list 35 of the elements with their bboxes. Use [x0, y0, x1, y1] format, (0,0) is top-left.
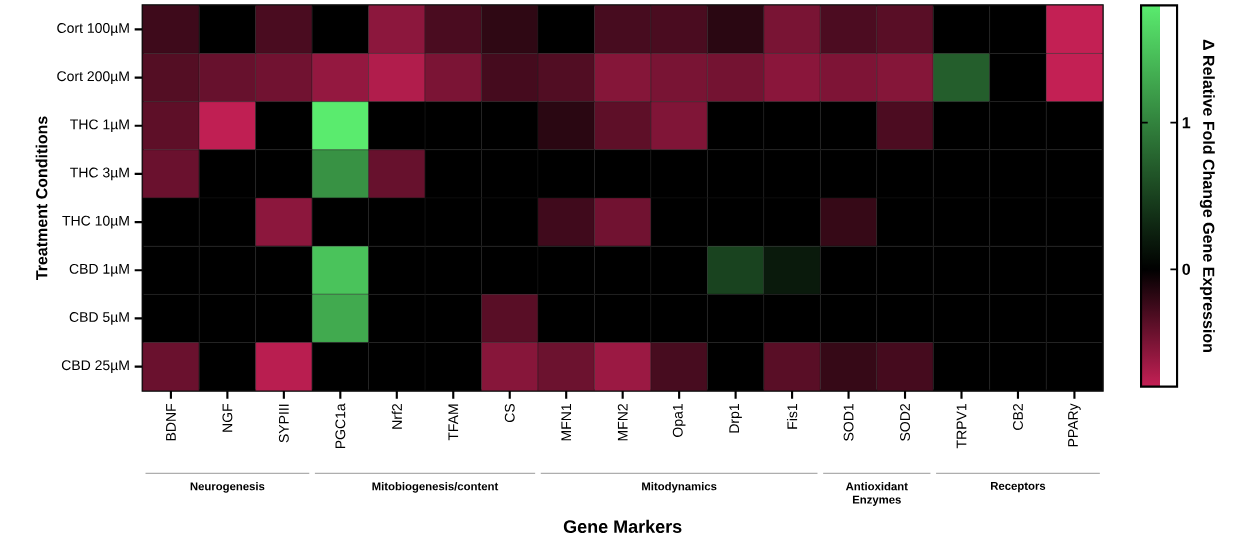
x-tick-label: CS — [504, 404, 515, 423]
x-tick-label: MFN2 — [617, 404, 628, 441]
y-tick-label: CBD 1µM — [69, 263, 129, 277]
x-tick-label: PGC1a — [335, 403, 346, 449]
x-tick-label: Opa1 — [672, 404, 686, 437]
color-bar-label: 1 — [1182, 117, 1191, 129]
y-tick-label: THC 3µM — [70, 167, 129, 181]
y-tick-label: CBD 25µM — [61, 360, 129, 373]
text: Receptors — [991, 482, 1046, 493]
x-tick-label: TRPV1 — [956, 404, 967, 449]
text: Neurogenesis — [190, 482, 265, 493]
text: Antioxidant Enzymes — [845, 482, 908, 506]
x-tick-label: MFN1 — [561, 404, 572, 441]
x-tick-label: Fis1 — [786, 404, 798, 429]
x-tick-label: NGF — [222, 403, 233, 432]
x-axis-title: Gene Markers — [563, 519, 682, 533]
x-tick-label: SYPIII — [278, 404, 289, 443]
text: Mitodynamics — [642, 482, 717, 493]
color-bar-title: Δ Relative Fold Change Gene Expression — [1199, 39, 1215, 352]
x-tick-label: Nrf2 — [391, 404, 402, 429]
x-tick-label: PPARy — [1068, 403, 1081, 447]
x-tick-label: CB2 — [1013, 404, 1023, 430]
x-tick-label: TFAM — [448, 404, 459, 441]
y-tick-label: Cort 100µM — [57, 23, 129, 36]
x-tick-label: Drp1 — [729, 404, 742, 433]
x-tick-label: BDNF — [166, 403, 176, 441]
y-tick-label: CBD 5µM — [69, 312, 129, 325]
y-tick-label: Cort 200µM — [57, 71, 129, 84]
text: Mitobiogenesis/content — [372, 482, 499, 493]
y-tick-label: THC 1µM — [70, 119, 129, 133]
x-tick-label: SOD1 — [843, 404, 854, 441]
y-tick-label: THC 10µM — [62, 215, 129, 229]
color-bar-label: 0 — [1182, 263, 1191, 275]
x-tick-label: SOD2 — [900, 404, 910, 441]
y-axis-title: Treatment Conditions — [35, 116, 48, 281]
